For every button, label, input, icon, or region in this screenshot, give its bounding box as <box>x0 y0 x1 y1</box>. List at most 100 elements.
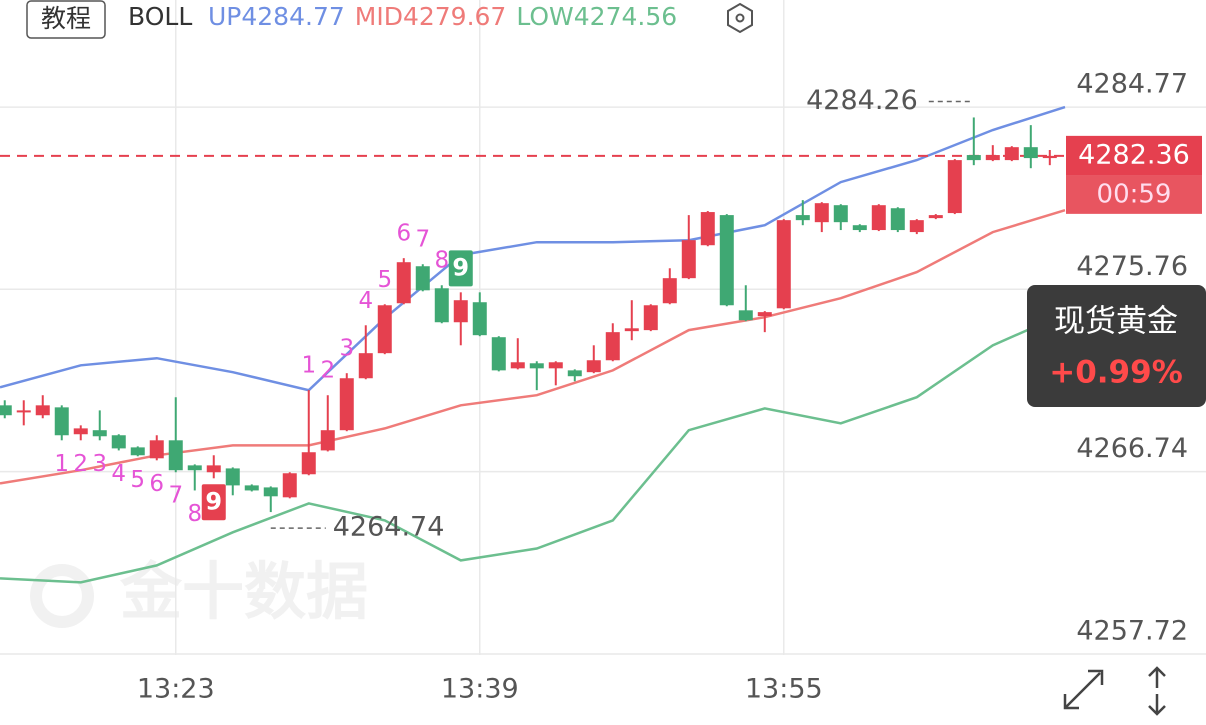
candle-body <box>529 363 544 369</box>
high-label: 4284.26 <box>806 85 918 116</box>
watermark-text: 金十数据 <box>119 555 368 628</box>
candle-body <box>282 473 297 498</box>
countdown-box <box>1066 175 1202 214</box>
legend-entry: LOW4274.56 <box>516 2 677 31</box>
candle-body <box>852 225 867 231</box>
y-tick-label: 4257.72 <box>1076 615 1188 646</box>
watermark-logo <box>30 564 94 628</box>
candle-body <box>1004 147 1019 161</box>
candle-body <box>909 220 924 233</box>
expand-arrows[interactable] <box>1063 669 1104 710</box>
td-count: 4 <box>358 288 373 314</box>
td-count: 7 <box>168 483 183 509</box>
candle-body <box>35 405 50 416</box>
candle-body <box>92 430 107 437</box>
candle-body <box>263 487 278 497</box>
candle-body <box>377 305 392 354</box>
candle-body <box>548 362 563 369</box>
td-count: 3 <box>92 451 107 477</box>
bollinger-line <box>0 105 1066 392</box>
candle-body <box>358 353 373 379</box>
indicator-name: BOLL <box>128 2 192 31</box>
candle-body <box>149 440 164 459</box>
candle-body <box>472 302 487 336</box>
candle-body <box>719 215 734 306</box>
expand-icon[interactable] <box>1063 669 1104 710</box>
td-count: 5 <box>130 467 145 493</box>
candle-body <box>130 447 145 456</box>
candle-body <box>605 332 620 361</box>
countdown: 00:59 <box>1097 179 1172 209</box>
candle-body <box>510 362 525 369</box>
candle-body <box>301 452 316 475</box>
candle-body <box>16 410 31 413</box>
candle-body <box>0 405 12 416</box>
candle-body <box>662 278 677 304</box>
candle-body <box>890 208 905 231</box>
low-label: 4264.74 <box>333 512 445 543</box>
legend-entry: UP4284.77 <box>208 2 345 31</box>
candle-body <box>396 262 411 304</box>
td-count: 5 <box>377 267 392 293</box>
candle-body <box>73 428 88 435</box>
candle-body <box>1023 147 1038 159</box>
settings-hexagon[interactable] <box>727 2 753 34</box>
candle-body <box>1042 155 1057 159</box>
x-tick-label: 13:23 <box>137 674 215 705</box>
settings-icon[interactable] <box>727 2 753 34</box>
candle-body <box>871 205 886 231</box>
td-count: 7 <box>415 227 430 253</box>
y-tick-label: 4275.76 <box>1076 251 1188 282</box>
td-count: 6 <box>396 221 411 247</box>
instrument-box[interactable] <box>1027 285 1206 407</box>
candle-body <box>757 312 772 317</box>
candle-body <box>966 155 981 161</box>
candle-body <box>586 360 601 373</box>
candle-body <box>187 465 202 471</box>
bollinger-line <box>0 312 1066 584</box>
td-count: 9 <box>205 487 222 515</box>
candle-body <box>111 435 126 449</box>
candle-body <box>928 215 943 219</box>
candle-body <box>681 240 696 279</box>
x-tick-label: 13:55 <box>745 674 823 705</box>
y-tick-label: 4284.77 <box>1076 69 1188 100</box>
candle-body <box>795 215 810 221</box>
td-count: 4 <box>111 461 126 487</box>
candle-body <box>833 205 848 223</box>
candle-body <box>947 160 962 214</box>
settings-dot[interactable] <box>735 13 745 23</box>
candle-body <box>339 378 354 431</box>
instrument-change[interactable]: +0.99% <box>1049 355 1183 391</box>
td-count: 1 <box>301 353 316 379</box>
td-nine-box <box>201 484 226 521</box>
td-count: 8 <box>434 248 449 274</box>
scale-icon[interactable] <box>1148 666 1166 716</box>
legend-entry: MID4279.67 <box>355 2 507 31</box>
candle-body <box>206 465 221 473</box>
candle-body <box>776 220 791 309</box>
td-count: 3 <box>339 336 354 362</box>
td-count: 8 <box>187 501 202 527</box>
instrument-name[interactable]: 现货黄金 <box>1054 304 1178 340</box>
candle-body <box>415 266 430 291</box>
td-nine-box <box>448 250 473 287</box>
candle-body <box>168 440 183 471</box>
tutorial-button[interactable] <box>26 0 106 39</box>
candle-body <box>320 430 335 451</box>
candle-body <box>225 468 240 486</box>
td-count: 9 <box>452 253 469 281</box>
price-label: 4282.36 <box>1078 139 1190 170</box>
td-count: 1 <box>54 451 69 477</box>
candle-body <box>700 212 715 246</box>
candle-body <box>54 407 69 436</box>
candle-body <box>434 288 449 323</box>
candle-body <box>624 328 639 332</box>
price-box <box>1066 135 1202 176</box>
y-tick-label: 4266.74 <box>1076 433 1188 464</box>
scale-arrows[interactable] <box>1148 666 1166 716</box>
td-count: 2 <box>73 451 88 477</box>
tutorial-button-label[interactable]: 教程 <box>41 4 91 33</box>
